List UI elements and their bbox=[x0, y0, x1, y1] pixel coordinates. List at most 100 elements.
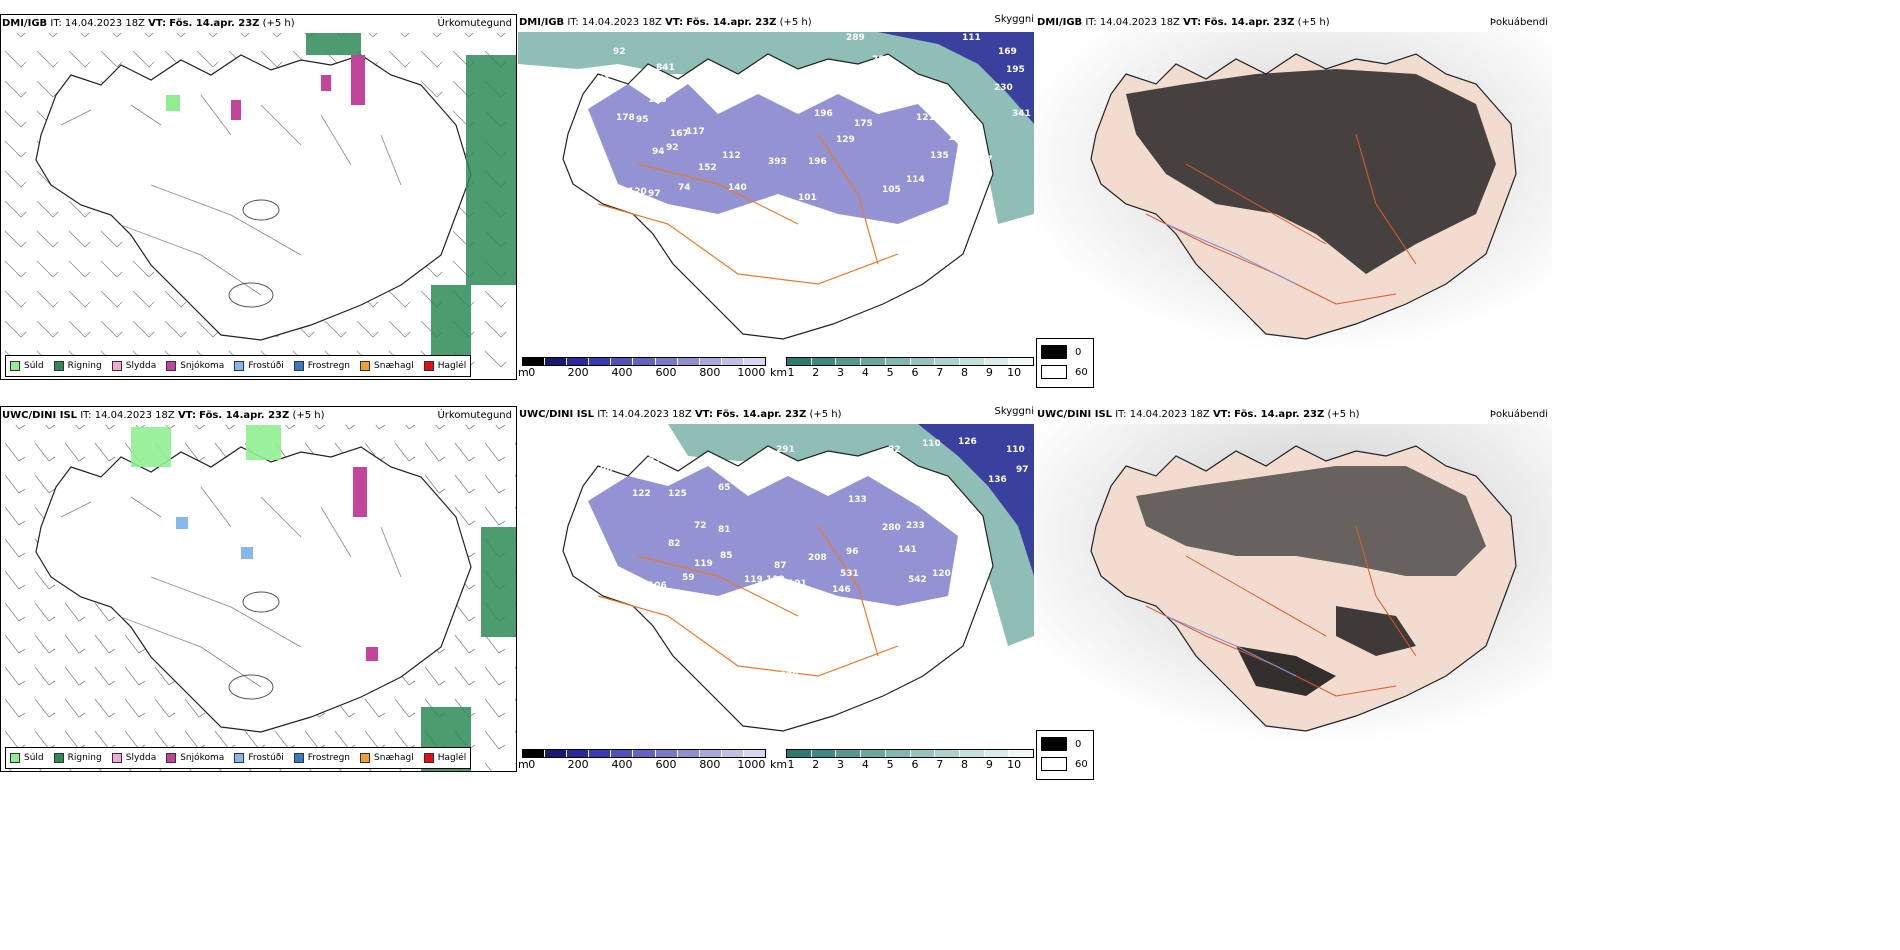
panel-title: DMI/IGB IT: 14.04.2023 18Z VT: Fös. 14.a… bbox=[519, 17, 812, 28]
tick: 1 bbox=[787, 758, 795, 771]
swatch bbox=[1041, 757, 1067, 771]
svg-text:178: 178 bbox=[616, 113, 635, 123]
tick: 3 bbox=[837, 758, 845, 771]
tick: 8 bbox=[961, 758, 969, 771]
svg-text:110: 110 bbox=[922, 439, 941, 449]
swatch bbox=[423, 361, 434, 371]
svg-text:110: 110 bbox=[1006, 445, 1025, 455]
tick: 9 bbox=[985, 366, 993, 379]
precip-panel-top: DMI/IGB IT: 14.04.2023 18Z VT: Fös. 14.a… bbox=[0, 14, 517, 380]
precip-legend-top: Súld Rigning Slydda Snjókoma Frostúði Fr… bbox=[5, 355, 472, 377]
ceiling-unit: m bbox=[518, 366, 529, 379]
svg-text:112: 112 bbox=[722, 151, 741, 161]
svg-text:101: 101 bbox=[788, 579, 807, 589]
svg-text:94: 94 bbox=[652, 147, 665, 157]
colorbar bbox=[786, 749, 1034, 758]
tick: 5 bbox=[886, 366, 894, 379]
fog-legend-bottom: 0 60 bbox=[1036, 730, 1094, 780]
panel-title: DMI/IGB IT: 14.04.2023 18Z VT: Fös. 14.a… bbox=[2, 18, 295, 29]
svg-text:129: 129 bbox=[836, 135, 855, 145]
legend-item: Súld bbox=[10, 753, 44, 763]
svg-text:111: 111 bbox=[962, 33, 981, 43]
svg-text:85: 85 bbox=[720, 551, 733, 561]
svg-text:228: 228 bbox=[780, 671, 799, 681]
svg-text:101: 101 bbox=[628, 581, 647, 591]
tick: 10 bbox=[1007, 366, 1022, 379]
tick: 400 bbox=[611, 758, 633, 771]
panel-label: Úrkomutegund bbox=[437, 410, 512, 421]
svg-text:291: 291 bbox=[776, 445, 795, 455]
svg-text:169: 169 bbox=[998, 47, 1017, 57]
svg-text:96: 96 bbox=[600, 465, 613, 475]
svg-text:75: 75 bbox=[872, 55, 885, 65]
svg-text:152: 152 bbox=[698, 163, 717, 173]
tick: 0 bbox=[528, 366, 536, 379]
swatch bbox=[423, 753, 434, 763]
swatch bbox=[360, 361, 371, 371]
swatch bbox=[1041, 345, 1067, 359]
svg-text:92: 92 bbox=[666, 143, 679, 153]
svg-text:97: 97 bbox=[648, 189, 661, 199]
svg-text:289: 289 bbox=[846, 33, 865, 43]
swatch bbox=[234, 361, 245, 371]
tick: 6 bbox=[911, 758, 919, 771]
svg-text:105: 105 bbox=[882, 185, 901, 195]
panel-title: DMI/IGB IT: 14.04.2023 18Z VT: Fös. 14.a… bbox=[1037, 17, 1330, 28]
swatch bbox=[1041, 365, 1067, 379]
swatch bbox=[293, 361, 304, 371]
tick: 7 bbox=[936, 366, 944, 379]
svg-text:82: 82 bbox=[888, 445, 901, 455]
swatch bbox=[360, 753, 371, 763]
precip-map-bottom bbox=[1, 425, 516, 771]
tick: 10 bbox=[1007, 758, 1022, 771]
svg-text:114: 114 bbox=[906, 175, 925, 185]
svg-text:65: 65 bbox=[648, 455, 661, 465]
swatch bbox=[1041, 737, 1067, 751]
legend-item: Súld bbox=[10, 361, 44, 371]
svg-text:81: 81 bbox=[718, 525, 731, 535]
tick: 6 bbox=[911, 366, 919, 379]
svg-text:531: 531 bbox=[840, 569, 859, 579]
swatch bbox=[293, 753, 304, 763]
precip-map-top bbox=[1, 33, 516, 379]
svg-text:542: 542 bbox=[908, 575, 927, 585]
swatch bbox=[234, 753, 245, 763]
svg-text:208: 208 bbox=[808, 553, 827, 563]
legend-item: Frostúði bbox=[234, 753, 284, 763]
legend-item: Haglél bbox=[423, 753, 466, 763]
tick: 600 bbox=[655, 366, 677, 379]
tick: 1 bbox=[787, 366, 795, 379]
panel-title: UWC/DINI ISL IT: 14.04.2023 18Z VT: Fös.… bbox=[519, 409, 842, 420]
tick: 1000 bbox=[737, 366, 766, 379]
svg-text:148: 148 bbox=[948, 133, 967, 143]
svg-text:125: 125 bbox=[668, 489, 687, 499]
ceiling-colorbar-bottom: 0 200 400 600 800 1000 bbox=[522, 749, 766, 771]
svg-text:82: 82 bbox=[668, 539, 681, 549]
svg-text:117: 117 bbox=[686, 127, 705, 137]
svg-text:119: 119 bbox=[744, 575, 763, 585]
svg-text:96: 96 bbox=[846, 547, 859, 557]
ceiling-map-bottom: 83 65 96 122 125 291 84 82 110 126 110 9… bbox=[562, 424, 1034, 732]
tick: 0 bbox=[528, 758, 536, 771]
svg-text:120: 120 bbox=[932, 569, 951, 579]
legend-item: Frostregn bbox=[293, 361, 350, 371]
svg-text:167: 167 bbox=[670, 129, 689, 139]
swatch bbox=[10, 753, 20, 763]
ceiling-panel-bottom: UWC/DINI ISL IT: 14.04.2023 18Z VT: Fös.… bbox=[518, 406, 1034, 772]
svg-text:83: 83 bbox=[622, 439, 635, 449]
fog-map-bottom bbox=[1036, 424, 1552, 746]
tick: 2 bbox=[812, 758, 820, 771]
svg-text:106: 106 bbox=[648, 581, 667, 591]
svg-text:135: 135 bbox=[930, 151, 949, 161]
tick: 800 bbox=[699, 758, 721, 771]
precip-legend-bottom: Súld Rigning Slydda Snjókoma Frostúði Fr… bbox=[5, 747, 472, 769]
svg-text:140: 140 bbox=[728, 183, 747, 193]
svg-text:81: 81 bbox=[598, 75, 611, 85]
svg-text:126: 126 bbox=[958, 437, 977, 447]
panel-title: UWC/DINI ISL IT: 14.04.2023 18Z VT: Fös.… bbox=[1037, 409, 1360, 420]
svg-text:118: 118 bbox=[818, 73, 837, 83]
precip-panel-bottom: UWC/DINI ISL IT: 14.04.2023 18Z VT: Fös.… bbox=[0, 406, 517, 772]
fog-panel-bottom: UWC/DINI ISL IT: 14.04.2023 18Z VT: Fös.… bbox=[1036, 406, 1552, 772]
svg-text:153: 153 bbox=[648, 95, 667, 105]
legend-item: Rigning bbox=[53, 753, 102, 763]
